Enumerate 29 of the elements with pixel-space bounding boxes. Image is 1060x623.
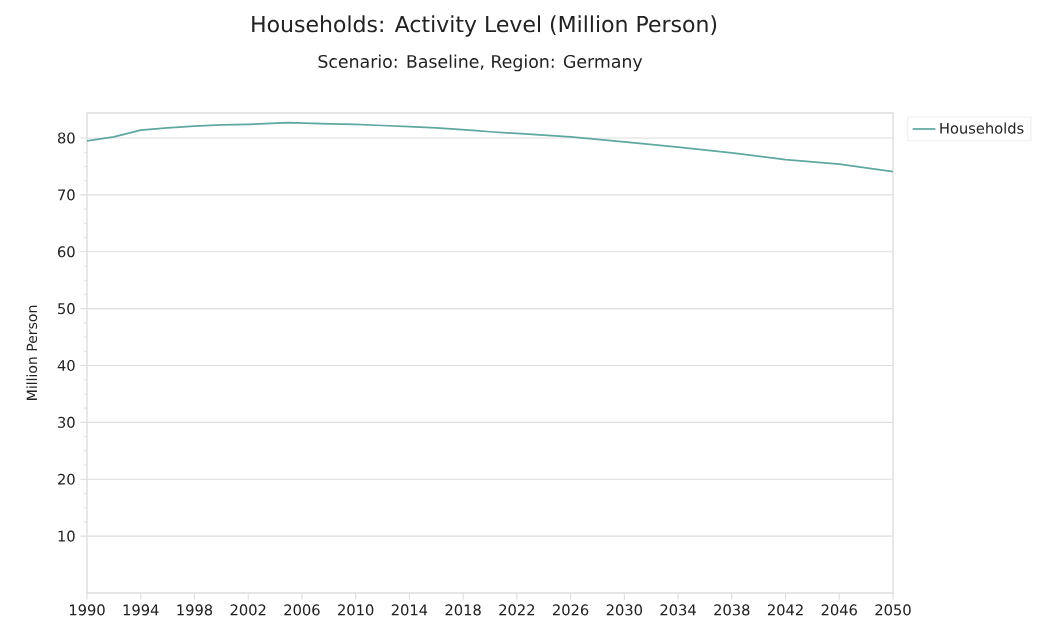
x-tick-label: 2050 [875,604,911,616]
y-tick-label: 40 [57,359,75,372]
y-axis-title: Million Person [26,305,38,400]
chart-title: Households: Activity Level (Million Person) [252,15,717,37]
x-tick-label: 2038 [714,604,750,616]
x-tick-label: 2034 [660,604,696,616]
x-tick-label: 2002 [230,604,266,616]
x-tick-label: 2022 [499,604,535,616]
legend-label: Households [940,122,1024,134]
x-tick-label: 2010 [338,604,374,616]
y-tick-label: 10 [58,530,75,542]
x-tick-label: 2042 [767,604,803,616]
x-tick-label: 2046 [821,604,857,616]
y-tick-label: 50 [58,303,75,315]
x-tick-label: 1994 [123,604,159,616]
x-tick-label: 2018 [445,604,481,616]
x-tick-label: 1990 [69,604,105,616]
y-tick-label: 30 [58,416,75,428]
x-tick-label: 2006 [284,604,320,616]
x-tick-label: 2014 [391,604,428,616]
line-series [87,121,893,173]
y-tick-label: 80 [57,132,75,144]
y-tick-label: 70 [58,189,75,201]
chart-subtitle: Scenario: Baseline, Region: Germany [318,54,643,72]
x-tick-label: 2026 [553,604,589,616]
y-tick-label: 20 [58,473,75,485]
x-tick-label: 1998 [177,604,213,616]
y-tick-label: 60 [58,246,75,258]
x-tick-label: 2030 [606,604,642,616]
